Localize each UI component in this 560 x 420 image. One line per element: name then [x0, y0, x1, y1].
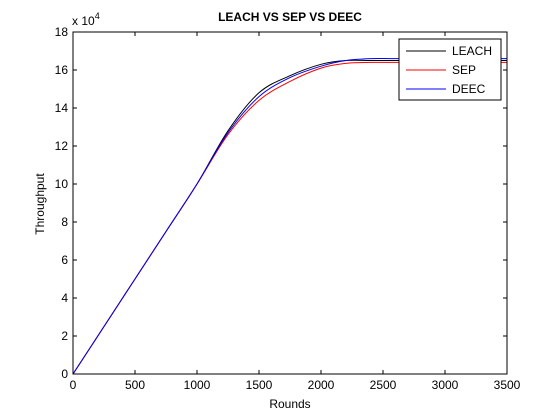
x-tick-label: 1500	[246, 378, 273, 392]
x-tick-label: 0	[70, 378, 77, 392]
y-tick-label: 8	[61, 215, 68, 229]
x-axis-label: Rounds	[269, 397, 310, 411]
y-tick-label: 16	[55, 63, 69, 77]
x-tick-label: 1000	[184, 378, 211, 392]
plot-lines	[72, 57, 507, 375]
y-tick-label: 6	[61, 253, 68, 267]
series-line-deec	[72, 57, 507, 375]
y-tick-label: 10	[55, 177, 69, 191]
x-tick-label: 3000	[432, 378, 459, 392]
y-axis-label: Throughput	[33, 173, 47, 235]
legend-entry-leach: LEACH	[452, 44, 492, 58]
legend-entry-deec: DEEC	[452, 82, 486, 96]
y-tick-label: 12	[55, 139, 69, 153]
y-tick-label: 14	[55, 101, 69, 115]
y-tick-label: 18	[55, 25, 69, 39]
y-exponent-base: x 10	[72, 14, 95, 28]
legend: LEACH SEP DEEC	[398, 38, 502, 101]
y-exponent-power: 4	[95, 11, 100, 21]
legend-entry-sep: SEP	[452, 63, 476, 77]
plot-area-frame	[72, 31, 508, 375]
x-tick-label: 3500	[494, 378, 521, 392]
axis-ticks: 0 500 1000 1500 2000 2500 3000 3500 0 2 4 6 8 10 12 14 1…	[55, 25, 521, 392]
y-tick-label: 2	[61, 329, 68, 343]
x-tick-label: 2500	[370, 378, 397, 392]
chart-title: LEACH VS SEP VS DEEC	[218, 10, 362, 24]
y-exponent-label: x 104	[72, 11, 100, 28]
x-tick-label: 500	[125, 378, 145, 392]
y-tick-label: 4	[61, 291, 68, 305]
y-tick-label: 0	[61, 367, 68, 381]
x-tick-label: 2000	[308, 378, 335, 392]
